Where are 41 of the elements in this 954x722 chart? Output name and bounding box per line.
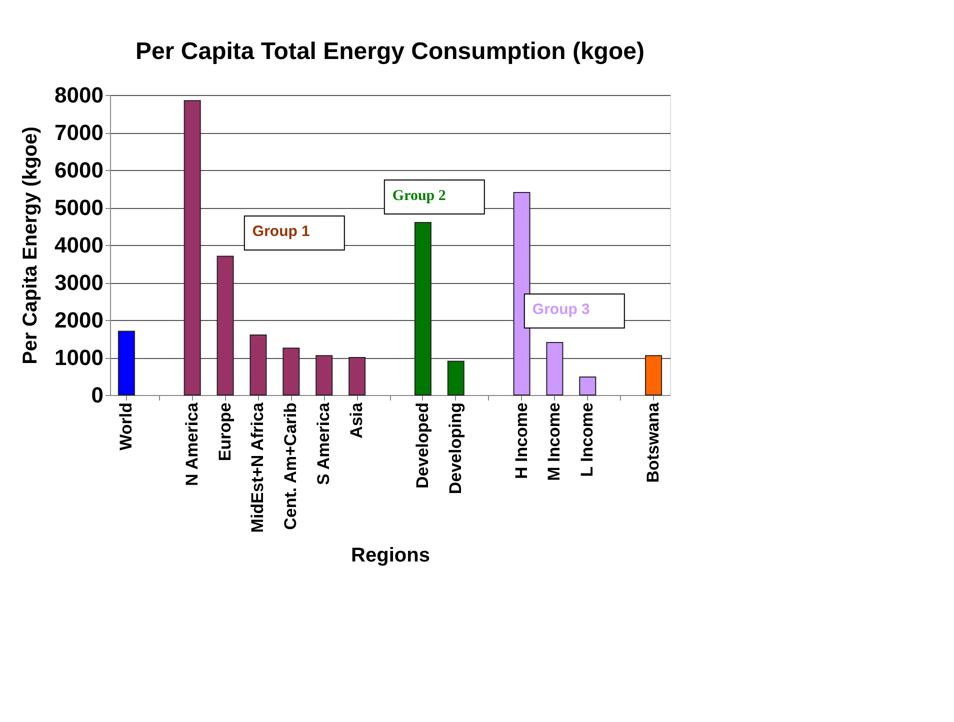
x-tick-label: Europe bbox=[215, 402, 234, 462]
bar bbox=[250, 334, 267, 396]
annotation: Group 2 bbox=[392, 188, 446, 204]
y-tick-label: 2000 bbox=[54, 308, 104, 332]
bar bbox=[316, 355, 333, 396]
x-tick-label: MidEst+N Africa bbox=[248, 402, 268, 533]
bar bbox=[282, 348, 300, 396]
bar bbox=[447, 360, 464, 396]
x-tick-label: Developing bbox=[446, 402, 465, 494]
x-tick-label: Cent. Am+Carib bbox=[281, 402, 300, 530]
bar bbox=[414, 222, 432, 396]
bar bbox=[184, 100, 201, 396]
bar bbox=[546, 342, 564, 396]
bar bbox=[216, 256, 234, 396]
x-tick-label: Developed bbox=[412, 402, 432, 488]
y-tick-label: 5000 bbox=[54, 195, 104, 220]
x-axis-title: Regions bbox=[351, 544, 430, 566]
x-tick-label: World bbox=[116, 402, 136, 450]
annotation: Group 3 bbox=[532, 301, 590, 318]
annotation: Group 1 bbox=[252, 223, 310, 240]
y-tick-label: 7000 bbox=[54, 120, 104, 145]
y-tick-label: 0 bbox=[91, 382, 104, 408]
x-tick-label: L Income bbox=[578, 402, 597, 477]
bar bbox=[645, 355, 662, 396]
x-tick-label: Asia bbox=[347, 402, 366, 438]
x-tick-label: N America bbox=[182, 402, 202, 486]
y-tick-label: 1000 bbox=[54, 345, 104, 370]
bar bbox=[118, 330, 135, 396]
chart-title: Per Capita Total Energy Consumption (kgoe) bbox=[136, 38, 644, 65]
x-tick-label: M Income bbox=[544, 402, 564, 481]
x-tick-label: S America bbox=[314, 402, 334, 486]
y-tick-label: 6000 bbox=[54, 158, 104, 182]
bar bbox=[348, 357, 366, 396]
bar bbox=[579, 376, 596, 396]
y-tick-label: 4000 bbox=[54, 232, 104, 258]
x-tick-label: Botswana bbox=[644, 402, 663, 483]
y-axis-title: Per Capita Energy (kgoe) bbox=[20, 126, 42, 364]
bar bbox=[513, 192, 530, 396]
y-tick-label: 3000 bbox=[54, 270, 104, 295]
x-tick-label: H Income bbox=[512, 402, 531, 480]
y-tick-label: 8000 bbox=[54, 82, 104, 108]
